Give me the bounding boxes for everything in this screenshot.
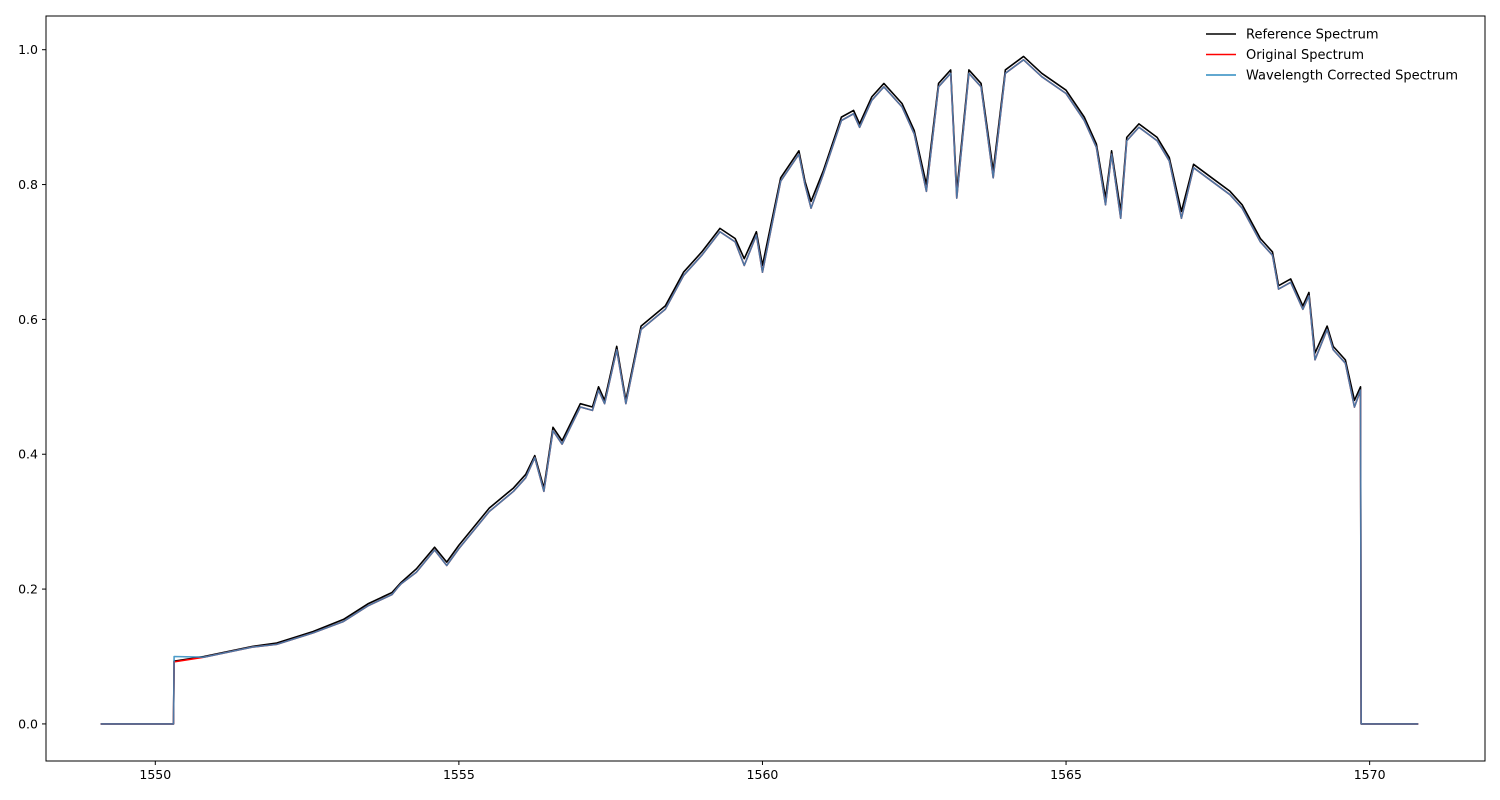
y-tick-label: 0.0 <box>18 716 38 731</box>
series-layer <box>100 55 1419 725</box>
x-tick-label: 1555 <box>443 767 475 782</box>
y-axis: 0.0 0.2 0.4 0.6 0.8 1.0 <box>18 42 46 731</box>
y-tick-label: 0.2 <box>18 582 38 597</box>
legend: Reference Spectrum Original Spectrum Wavel… <box>1206 28 1458 84</box>
legend-label-0: Reference Spectrum <box>1246 28 1379 43</box>
legend-label-1: Original Spectrum <box>1246 48 1364 63</box>
series-line-0 <box>100 55 1419 725</box>
x-axis: 1550 1555 1560 1565 1570 <box>139 761 1386 782</box>
x-tick-label: 1560 <box>747 767 779 782</box>
y-tick-label: 1.0 <box>18 42 38 57</box>
x-tick-label: 1565 <box>1050 767 1082 782</box>
y-tick-label: 0.4 <box>18 447 38 462</box>
legend-label-2: Wavelength Corrected Spectrum <box>1246 69 1458 84</box>
y-tick-label: 0.8 <box>18 177 38 192</box>
series-line-2 <box>100 59 1419 725</box>
x-tick-label: 1570 <box>1354 767 1386 782</box>
plot-frame <box>45 15 1486 762</box>
x-tick-label: 1550 <box>139 767 171 782</box>
y-tick-label: 0.6 <box>18 312 38 327</box>
